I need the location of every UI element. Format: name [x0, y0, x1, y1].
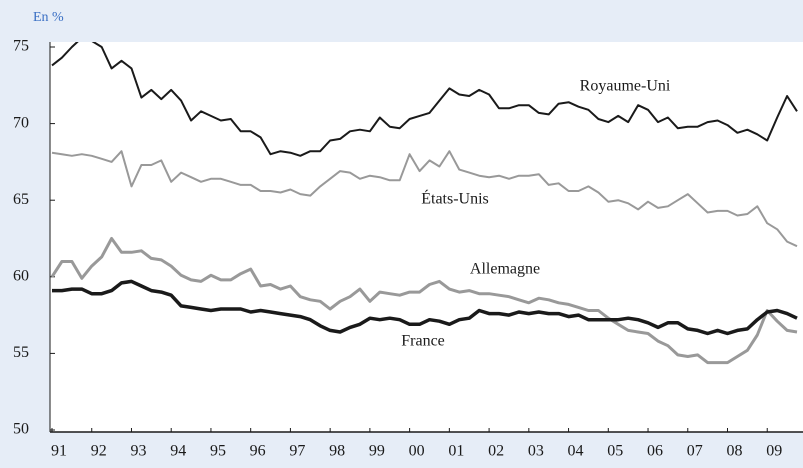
x-tick-label: 91: [51, 443, 67, 460]
y-tick-label: 50: [13, 421, 29, 438]
x-tick-label: 99: [369, 443, 385, 460]
x-tick-label: 07: [687, 443, 703, 460]
x-tick-label: 05: [607, 443, 623, 460]
x-tick-label: 94: [170, 443, 186, 460]
x-tick-label: 02: [488, 443, 504, 460]
x-tick-label: 09: [766, 443, 782, 460]
x-tick-label: 03: [528, 443, 544, 460]
series-label: France: [401, 333, 445, 350]
series-line: [52, 279, 798, 336]
y-tick-label: 75: [13, 38, 29, 55]
x-tick-label: 98: [329, 443, 345, 460]
x-tick-label: 00: [409, 443, 425, 460]
plot-lines: [50, 42, 798, 365]
y-tick-label: 60: [13, 267, 29, 284]
y-tick-label: 70: [13, 114, 29, 131]
x-tick-label: 96: [250, 443, 266, 460]
series-line: [50, 237, 798, 365]
y-tick-label: 65: [13, 191, 29, 208]
unit-label: En %: [33, 10, 64, 25]
x-tick-label: 06: [647, 443, 663, 460]
x-tick-label: 93: [130, 443, 146, 460]
series-label: Royaume-Uni: [580, 78, 671, 95]
x-tick-label: 04: [568, 443, 584, 460]
y-tick-label: 55: [13, 344, 29, 361]
plot-area: [50, 42, 803, 432]
x-tick-label: 01: [448, 443, 464, 460]
series-line: [51, 150, 798, 248]
x-tick-label: 08: [727, 443, 743, 460]
x-tick-label: 95: [210, 443, 226, 460]
series-label: Allemagne: [470, 261, 540, 278]
series-line: [51, 42, 798, 157]
series-label: États-Unis: [421, 189, 489, 208]
x-tick-label: 97: [289, 443, 305, 460]
x-tick-label: 92: [91, 443, 107, 460]
